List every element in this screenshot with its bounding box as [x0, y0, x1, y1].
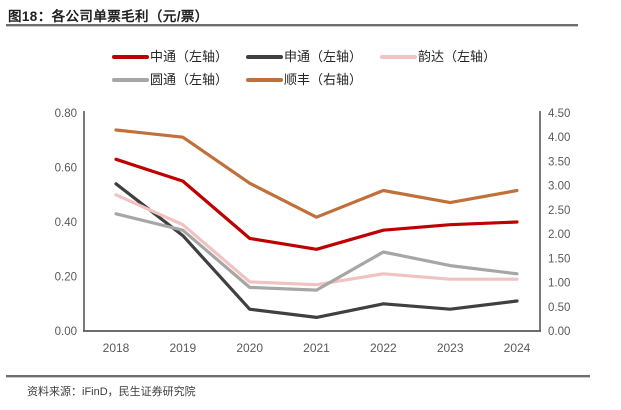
series-line-2	[114, 193, 519, 287]
left-axis-tick-label: 0.40	[55, 217, 77, 229]
series-line-4	[114, 128, 519, 219]
legend-line-marker	[112, 55, 149, 59]
right-axis-tick-label: 1.50	[548, 253, 570, 265]
legend-label: 中通（左轴）	[150, 49, 229, 64]
legend-row: 中通（左轴） 申通（左轴） 韵达（左轴）	[112, 50, 496, 64]
left-axis-tick-label: 0.60	[55, 163, 77, 175]
series-line-0	[114, 157, 519, 251]
series-line-3	[114, 212, 519, 292]
legend-label: 申通（左轴）	[284, 49, 363, 64]
right-axis-tick-label: 1.00	[548, 278, 570, 290]
x-axis-tick-label: 2022	[370, 341, 397, 355]
x-axis-tick-label: 2020	[236, 341, 263, 355]
right-axis-tick-label: 3.50	[548, 156, 570, 168]
right-axis-tick-label: 3.00	[548, 181, 570, 193]
x-axis-tick-label: 2024	[504, 341, 531, 355]
right-axis-tick-label: 0.00	[548, 326, 570, 338]
left-axis-tick-label: 0.80	[55, 108, 77, 120]
legend-label: 韵达（左轴）	[418, 49, 497, 64]
chart-legend: 中通（左轴） 申通（左轴） 韵达（左轴） 圆通（左轴） 顺丰（右轴）	[112, 50, 496, 96]
left-axis-tick-label: 0.00	[55, 326, 77, 338]
series-line-1	[114, 182, 519, 319]
legend-item: 圆通（左轴）	[112, 73, 246, 87]
legend-line-marker	[112, 78, 149, 82]
right-axis-tick-label: 4.00	[548, 132, 570, 144]
legend-line-marker	[246, 55, 283, 59]
legend-item: 韵达（左轴）	[380, 50, 496, 64]
legend-line-marker	[380, 55, 417, 59]
legend-label: 顺丰（右轴）	[284, 72, 363, 87]
right-axis-tick-label: 2.00	[548, 229, 570, 241]
legend-label: 圆通（左轴）	[150, 72, 229, 87]
x-axis-tick-label: 2018	[103, 341, 130, 355]
legend-item: 中通（左轴）	[112, 50, 246, 64]
source-note: 资料来源：iFinD，民生证券研究院	[27, 386, 196, 398]
legend-row: 圆通（左轴） 顺丰（右轴）	[112, 73, 496, 87]
legend-item: 申通（左轴）	[246, 50, 380, 64]
line-chart: 0.00 0.20 0.40 0.60 0.80 0.00 0.50 1.00 1.50 2.00…	[55, 108, 571, 355]
right-axis-tick-label: 4.50	[548, 108, 570, 120]
chart-title: 图18：各公司单票毛利（元/票）	[8, 9, 209, 24]
x-axis-tick-label: 2019	[169, 341, 196, 355]
legend-line-marker	[246, 78, 283, 82]
left-axis-tick-label: 0.20	[55, 272, 77, 284]
legend-item: 顺丰（右轴）	[246, 73, 362, 87]
x-axis-tick-label: 2021	[303, 341, 330, 355]
right-axis-tick-label: 2.50	[548, 205, 570, 217]
right-axis-tick-label: 0.50	[548, 302, 570, 314]
x-axis-tick-label: 2023	[437, 341, 464, 355]
footer-divider	[6, 375, 590, 378]
title-divider	[6, 24, 578, 27]
